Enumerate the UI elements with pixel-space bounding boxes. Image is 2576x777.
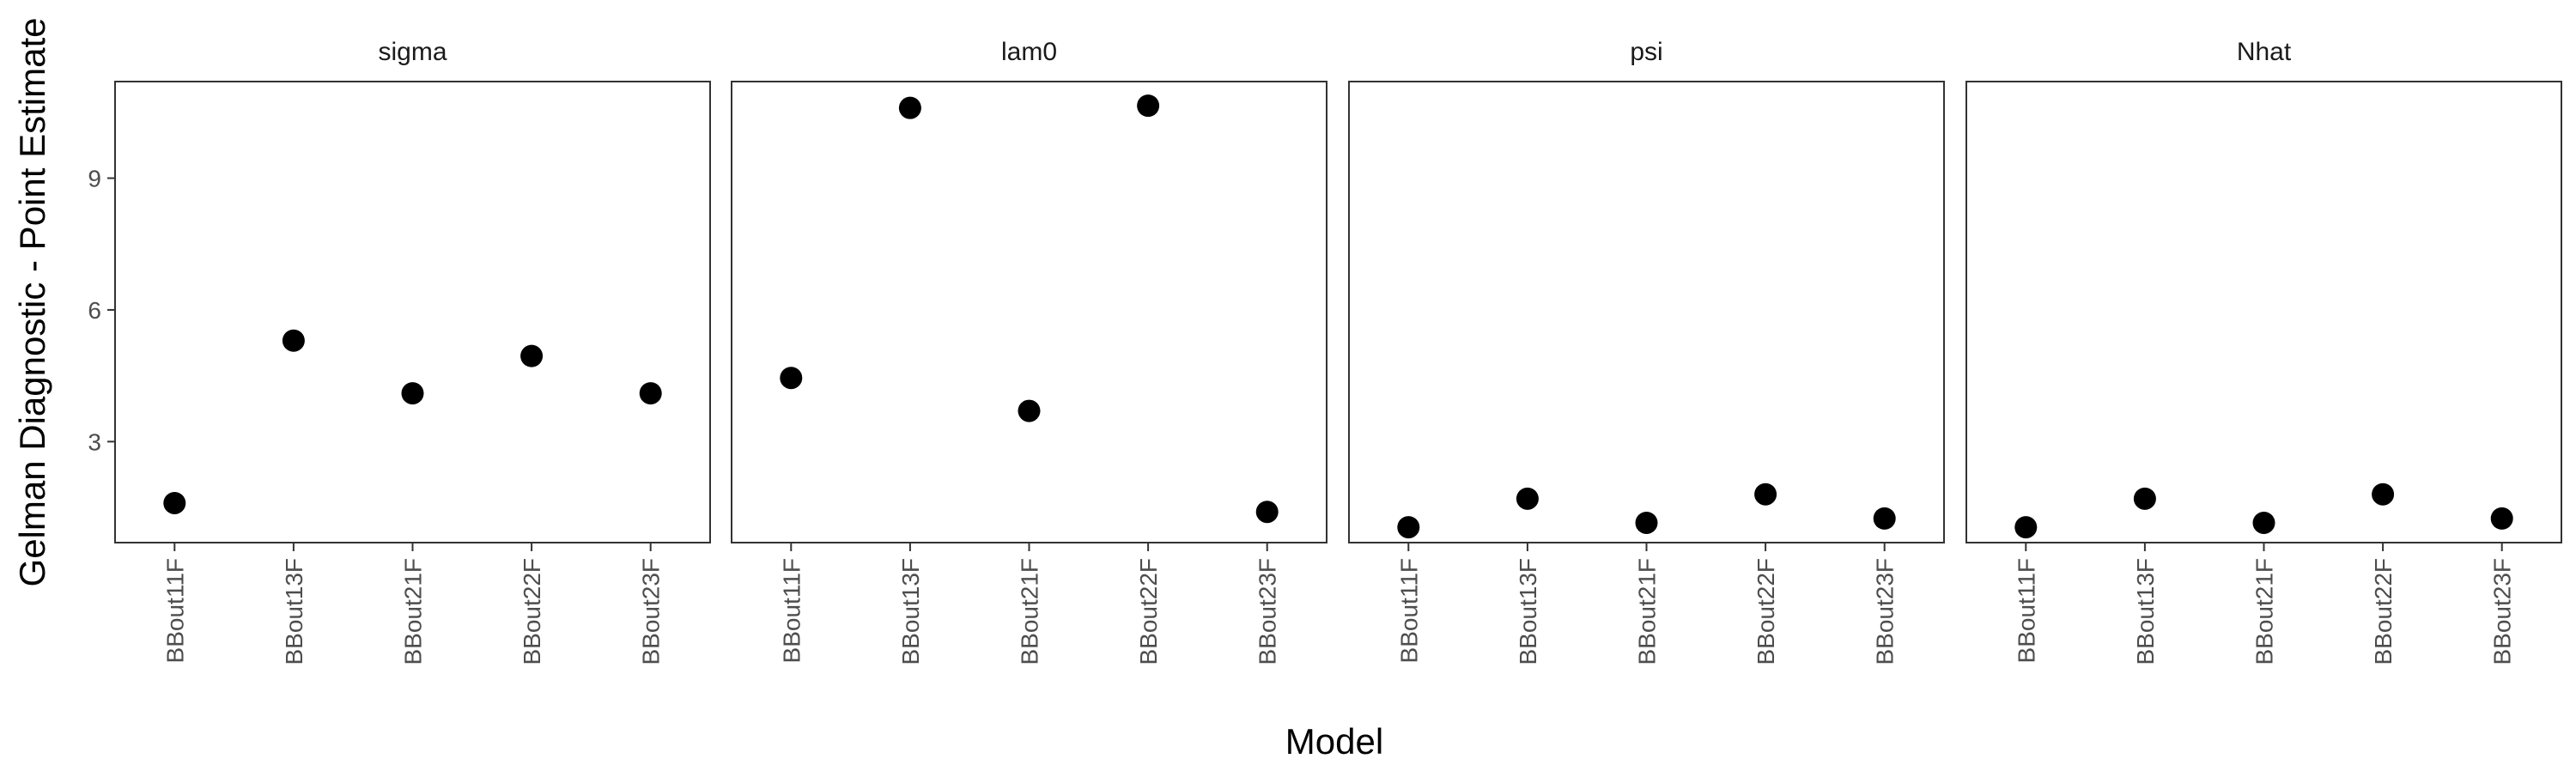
facet-label-psi: psi (1630, 38, 1662, 66)
data-point (282, 329, 305, 352)
x-tick-label: BBout13F (2132, 558, 2159, 665)
y-tick-label: 9 (88, 166, 101, 192)
y-tick-label: 6 (88, 297, 101, 324)
facet-label-lam0: lam0 (1001, 38, 1057, 66)
data-point (1635, 511, 1658, 534)
x-tick-label: BBout22F (1753, 558, 1779, 665)
data-point (2133, 487, 2156, 510)
x-tick-label: BBout13F (1515, 558, 1541, 665)
x-tick-label: BBout23F (2489, 558, 2516, 665)
facet-label-sigma: sigma (378, 38, 447, 66)
data-point (780, 367, 803, 390)
data-point (2490, 507, 2513, 530)
x-tick-label: BBout21F (400, 558, 427, 665)
x-tick-label: BBout11F (2013, 558, 2039, 663)
y-axis-title: Gelman Diagnostic - Point Estimate (12, 18, 52, 587)
panel-frame-sigma (114, 81, 711, 543)
data-point (639, 382, 662, 405)
data-point (1018, 399, 1041, 422)
x-tick-label: BBout23F (1255, 558, 1281, 665)
x-tick-label: BBout23F (638, 558, 665, 665)
x-axis-title: Model (1285, 721, 1383, 762)
data-point (1516, 487, 1539, 510)
data-point (520, 344, 544, 367)
panel-frame-psi (1348, 81, 1945, 543)
facet-label-Nhat: Nhat (2237, 38, 2292, 66)
x-tick-label: BBout11F (778, 558, 805, 663)
x-tick-label: BBout21F (2251, 558, 2278, 665)
data-point (2014, 516, 2038, 539)
data-point (2372, 483, 2395, 506)
x-tick-label: BBout22F (2370, 558, 2397, 665)
data-point (401, 382, 424, 405)
x-tick-label: BBout11F (1395, 558, 1422, 663)
data-point (1754, 483, 1777, 506)
data-point (2252, 511, 2275, 534)
x-tick-label: BBout13F (897, 558, 924, 665)
panel-frame-Nhat (1965, 81, 2562, 543)
x-tick-label: BBout21F (1017, 558, 1043, 665)
data-point (1137, 94, 1160, 118)
data-point (898, 96, 921, 119)
x-tick-label: BBout22F (519, 558, 545, 665)
x-tick-label: BBout11F (161, 558, 188, 663)
data-point (1397, 516, 1420, 539)
x-tick-label: BBout13F (281, 558, 307, 665)
x-tick-label: BBout22F (1135, 558, 1162, 665)
data-point (163, 491, 186, 514)
x-tick-label: BBout23F (1872, 558, 1899, 665)
panel-frame-lam0 (731, 81, 1327, 543)
y-tick-label: 3 (88, 428, 101, 455)
x-tick-label: BBout21F (1634, 558, 1661, 665)
data-point (1873, 507, 1896, 530)
data-point (1255, 501, 1279, 524)
